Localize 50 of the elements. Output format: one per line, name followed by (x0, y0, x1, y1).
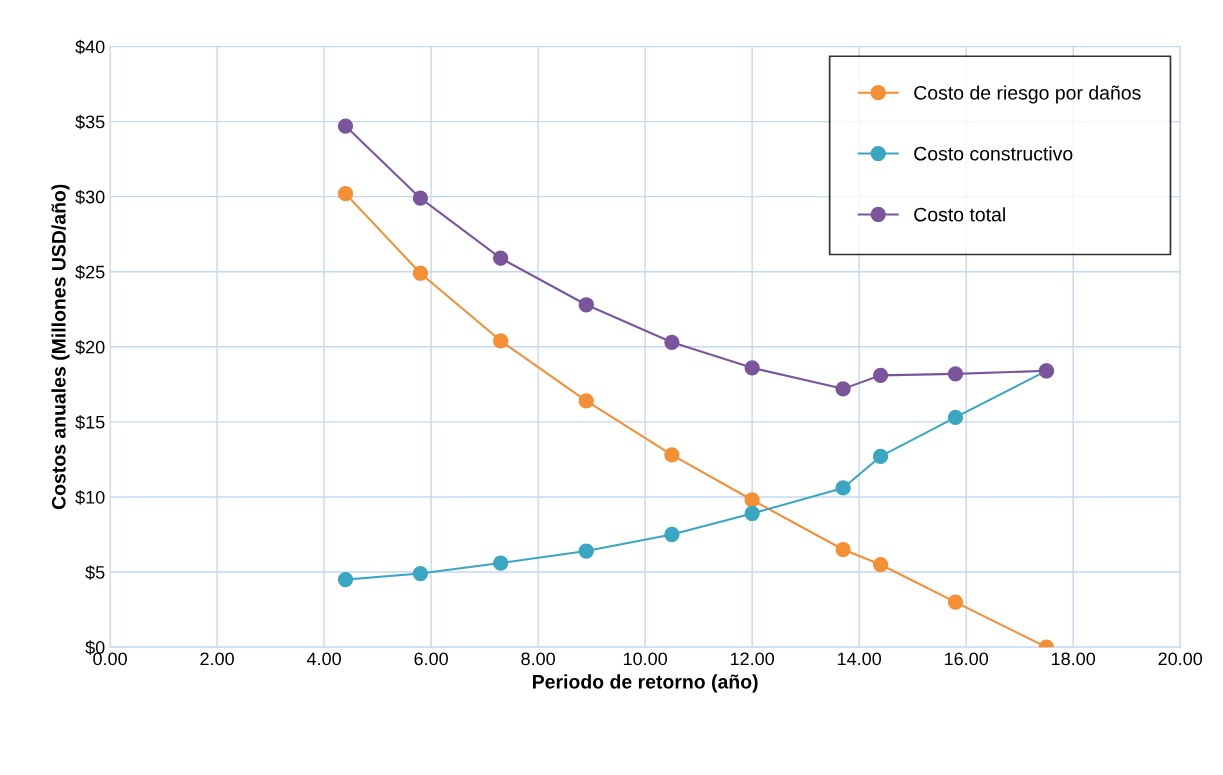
point (493, 333, 509, 349)
point (412, 265, 429, 281)
point (337, 118, 354, 134)
x-tick-label: 14.00 (837, 652, 882, 666)
y-tick-label: $30 (75, 189, 105, 205)
point (578, 297, 594, 313)
point (412, 190, 429, 206)
y-tick-label: $15 (75, 415, 105, 430)
legend-label: Costo total (914, 207, 1005, 222)
x-tick-label: 4.00 (306, 652, 341, 666)
x-tick-label: 12.00 (730, 652, 775, 666)
x-axis-title: Periodo de retorno (año) (533, 674, 758, 693)
legend-label: Costo de riesgo por daños (914, 85, 1141, 104)
x-tick-label: 18.00 (1051, 652, 1096, 666)
x-tick-label: 16.00 (944, 652, 989, 666)
point (337, 186, 354, 202)
y-tick-label: $20 (75, 339, 105, 355)
point (835, 381, 851, 397)
point (664, 447, 680, 463)
point (337, 571, 354, 588)
point (744, 505, 760, 522)
point (947, 594, 964, 610)
y-tick-label: $25 (75, 264, 105, 280)
point (835, 541, 851, 558)
point (744, 360, 760, 376)
legend-label: Costo constructivo (914, 146, 1073, 161)
y-tick-label: $5 (85, 565, 105, 580)
x-tick-label: 2.00 (200, 652, 234, 666)
point (947, 366, 964, 382)
y-axis-title: Costos anuales (Millones USD/año) (51, 184, 70, 510)
point (744, 492, 760, 508)
point (412, 565, 429, 582)
point (872, 448, 889, 465)
point (947, 409, 964, 426)
point (578, 543, 594, 559)
point (493, 555, 509, 571)
y-tick-label: $40 (75, 39, 105, 55)
y-tick-label: $35 (75, 114, 105, 130)
x-tick-label: 6.00 (414, 652, 448, 666)
x-tick-label: 20.00 (1158, 652, 1203, 666)
point (493, 250, 509, 266)
x-tick-label: 8.00 (521, 652, 555, 666)
point (872, 556, 889, 573)
x-tick-label: 10.00 (623, 652, 668, 666)
point (664, 334, 680, 350)
y-tick-label: $10 (75, 490, 105, 505)
point (835, 480, 851, 496)
point (578, 393, 594, 409)
point (872, 367, 889, 383)
point (664, 526, 680, 543)
